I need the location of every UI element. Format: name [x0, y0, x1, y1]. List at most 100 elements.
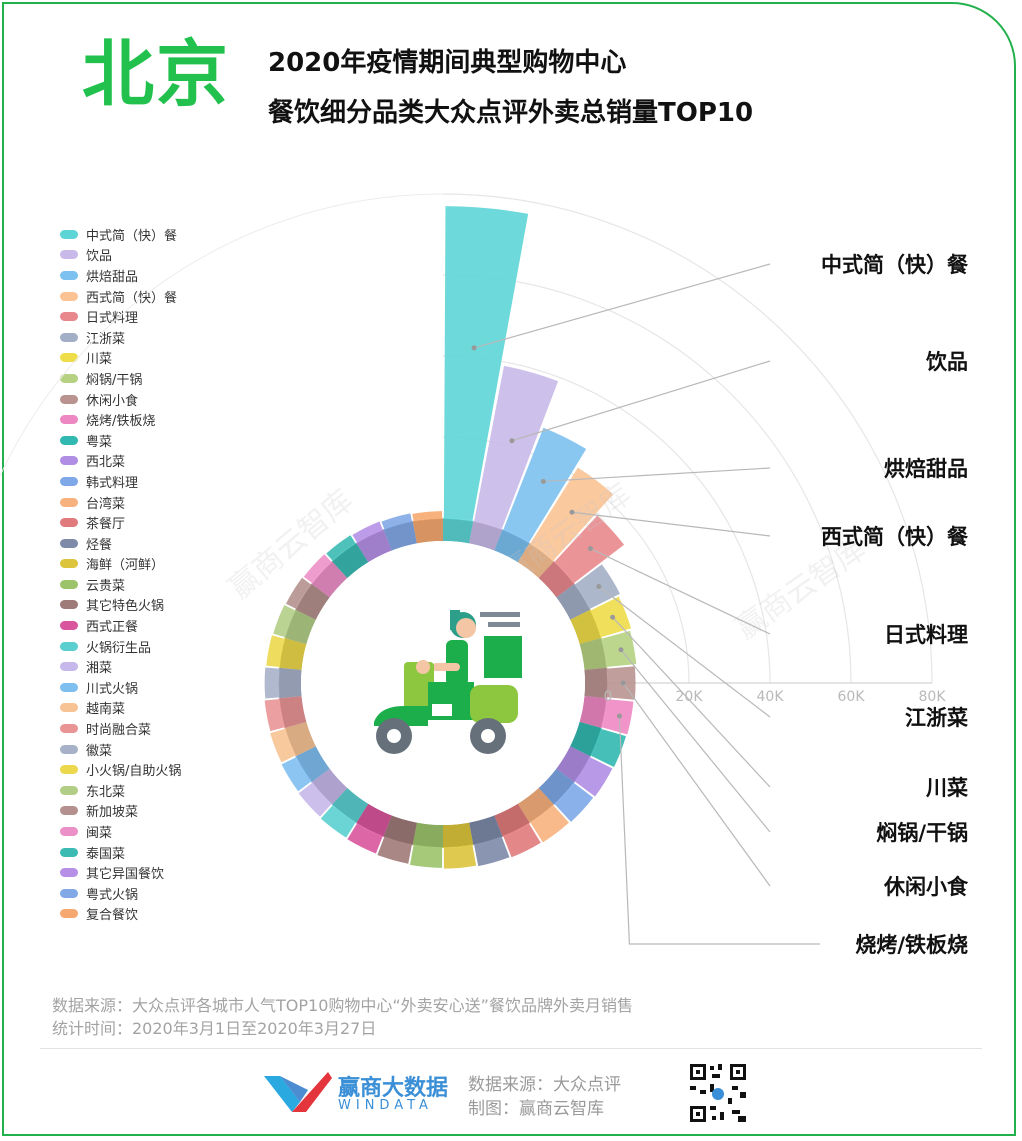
bar-1	[443, 206, 529, 521]
legend-label: 其它特色火锅	[86, 599, 165, 615]
callout-label: 中式简（快）餐	[821, 253, 969, 277]
legend-item[interactable]: 饮品	[60, 245, 181, 266]
bar-32	[352, 521, 383, 543]
inner-ring-segment	[356, 803, 392, 837]
legend-item[interactable]: 江浙菜	[60, 327, 181, 348]
legend-swatch	[60, 744, 78, 754]
callout-line	[598, 586, 771, 718]
legend-swatch	[60, 415, 78, 425]
footer-made-by: 制图：赢商云智库	[468, 1099, 604, 1119]
legend-item[interactable]: 西式简（快）餐	[60, 286, 181, 307]
legend-label: 川菜	[86, 352, 113, 368]
legend-item[interactable]: 粤式火锅	[60, 883, 181, 904]
legend-item[interactable]: 海鲜（河鲜）	[60, 554, 181, 575]
legend-item[interactable]: 日式料理	[60, 306, 181, 327]
legend-swatch	[60, 765, 78, 775]
legend-item[interactable]: 西式正餐	[60, 615, 181, 636]
legend-item[interactable]: 新加坡菜	[60, 801, 181, 822]
callout-label: 江浙菜	[905, 706, 968, 730]
legend-swatch	[60, 476, 78, 486]
legend-item[interactable]: 其它异国餐饮	[60, 862, 181, 883]
inner-ring-segment	[331, 787, 369, 824]
callout-line	[618, 715, 820, 945]
inner-ring-segment	[443, 822, 474, 848]
inner-ring-segment	[469, 815, 503, 846]
legend-item[interactable]: 韩式料理	[60, 471, 181, 492]
legend-item[interactable]: 湘菜	[60, 656, 181, 677]
legend-item[interactable]: 粤菜	[60, 430, 181, 451]
callout-dot	[569, 509, 575, 515]
legend-label: 江浙菜	[86, 331, 126, 347]
legend-item[interactable]: 小火锅/自助火锅	[60, 759, 181, 780]
legend-label: 复合餐饮	[86, 908, 139, 924]
legend-item[interactable]: 东北菜	[60, 780, 181, 801]
legend-item[interactable]: 焖锅/干锅	[60, 368, 181, 389]
legend-item[interactable]: 火锅衍生品	[60, 636, 181, 657]
legend-item[interactable]: 烘焙甜品	[60, 265, 181, 286]
inner-ring-segment	[443, 518, 474, 544]
legend-swatch	[60, 538, 78, 548]
legend-label: 闽菜	[86, 826, 113, 842]
inner-ring-segment	[469, 520, 503, 551]
chart-legend: 中式简（快）餐 饮品 烘焙甜品 西式简（快）餐日式料理江浙菜川菜 焖锅/干锅 休闲小食 烧烤…	[60, 224, 181, 924]
bar-14	[530, 805, 569, 843]
bar-33	[381, 513, 412, 529]
legend-label: 东北菜	[86, 784, 126, 800]
callout-label: 饮品	[925, 350, 968, 374]
legend-swatch	[60, 682, 78, 692]
inner-ring-segment	[570, 721, 602, 757]
bar-2	[474, 365, 559, 529]
bar-3	[503, 427, 587, 543]
legend-item[interactable]: 云贵菜	[60, 574, 181, 595]
legend-item[interactable]: 复合餐饮	[60, 904, 181, 925]
callout-label: 西式简（快）餐	[821, 525, 969, 549]
grid-arc	[0, 193, 444, 478]
inner-ring-segment	[311, 768, 348, 805]
legend-item[interactable]: 川式火锅	[60, 677, 181, 698]
callout-dot	[620, 680, 626, 686]
chart-title-line1: 2020年疫情期间典型购物中心	[268, 48, 627, 78]
footer-source: 数据来源：大众点评	[468, 1075, 621, 1095]
legend-item[interactable]: 徽菜	[60, 739, 181, 760]
inner-ring-segment	[494, 803, 530, 837]
grid-arc	[442, 355, 771, 684]
legend-item[interactable]: 休闲小食	[60, 389, 181, 410]
legend-swatch	[60, 703, 78, 713]
legend-label: 火锅衍生品	[86, 640, 152, 656]
legend-item[interactable]: 烧烤/铁板烧	[60, 409, 181, 430]
legend-item[interactable]: 台湾菜	[60, 492, 181, 513]
inner-ring-segment	[278, 696, 307, 729]
bar-29	[285, 577, 311, 609]
grid-arc	[442, 193, 933, 684]
watermark-text: 赢商云智库	[730, 532, 873, 647]
callout-dot	[610, 614, 616, 620]
bar-34	[412, 511, 443, 521]
legend-label: 日式料理	[86, 311, 139, 327]
legend-item[interactable]: 越南菜	[60, 698, 181, 719]
legend-swatch	[60, 312, 78, 322]
legend-swatch	[60, 456, 78, 466]
inner-ring-segment	[579, 696, 608, 729]
legend-item[interactable]: 川菜	[60, 348, 181, 369]
axis-tick-label: 40K	[757, 689, 785, 705]
legend-item[interactable]: 烃餐	[60, 533, 181, 554]
legend-item[interactable]: 时尚融合菜	[60, 718, 181, 739]
bar-21	[320, 805, 356, 838]
legend-label: 粤式火锅	[86, 887, 139, 903]
axis-tick-label: 80K	[919, 689, 947, 705]
legend-swatch	[60, 600, 78, 610]
callout-line	[622, 682, 771, 887]
legend-item[interactable]: 闽菜	[60, 821, 181, 842]
legend-item[interactable]: 其它特色火锅	[60, 595, 181, 616]
callout-dot	[471, 345, 477, 351]
callout-label: 烘焙甜品	[884, 457, 968, 481]
legend-item[interactable]: 茶餐厅	[60, 512, 181, 533]
legend-item[interactable]: 西北菜	[60, 451, 181, 472]
bar-27	[266, 635, 285, 667]
legend-item[interactable]: 中式简（快）餐	[60, 224, 181, 245]
legend-item[interactable]: 泰国菜	[60, 842, 181, 863]
inner-ring-segment	[517, 542, 555, 579]
inner-ring-segment	[556, 583, 591, 620]
bar-19	[377, 837, 412, 864]
